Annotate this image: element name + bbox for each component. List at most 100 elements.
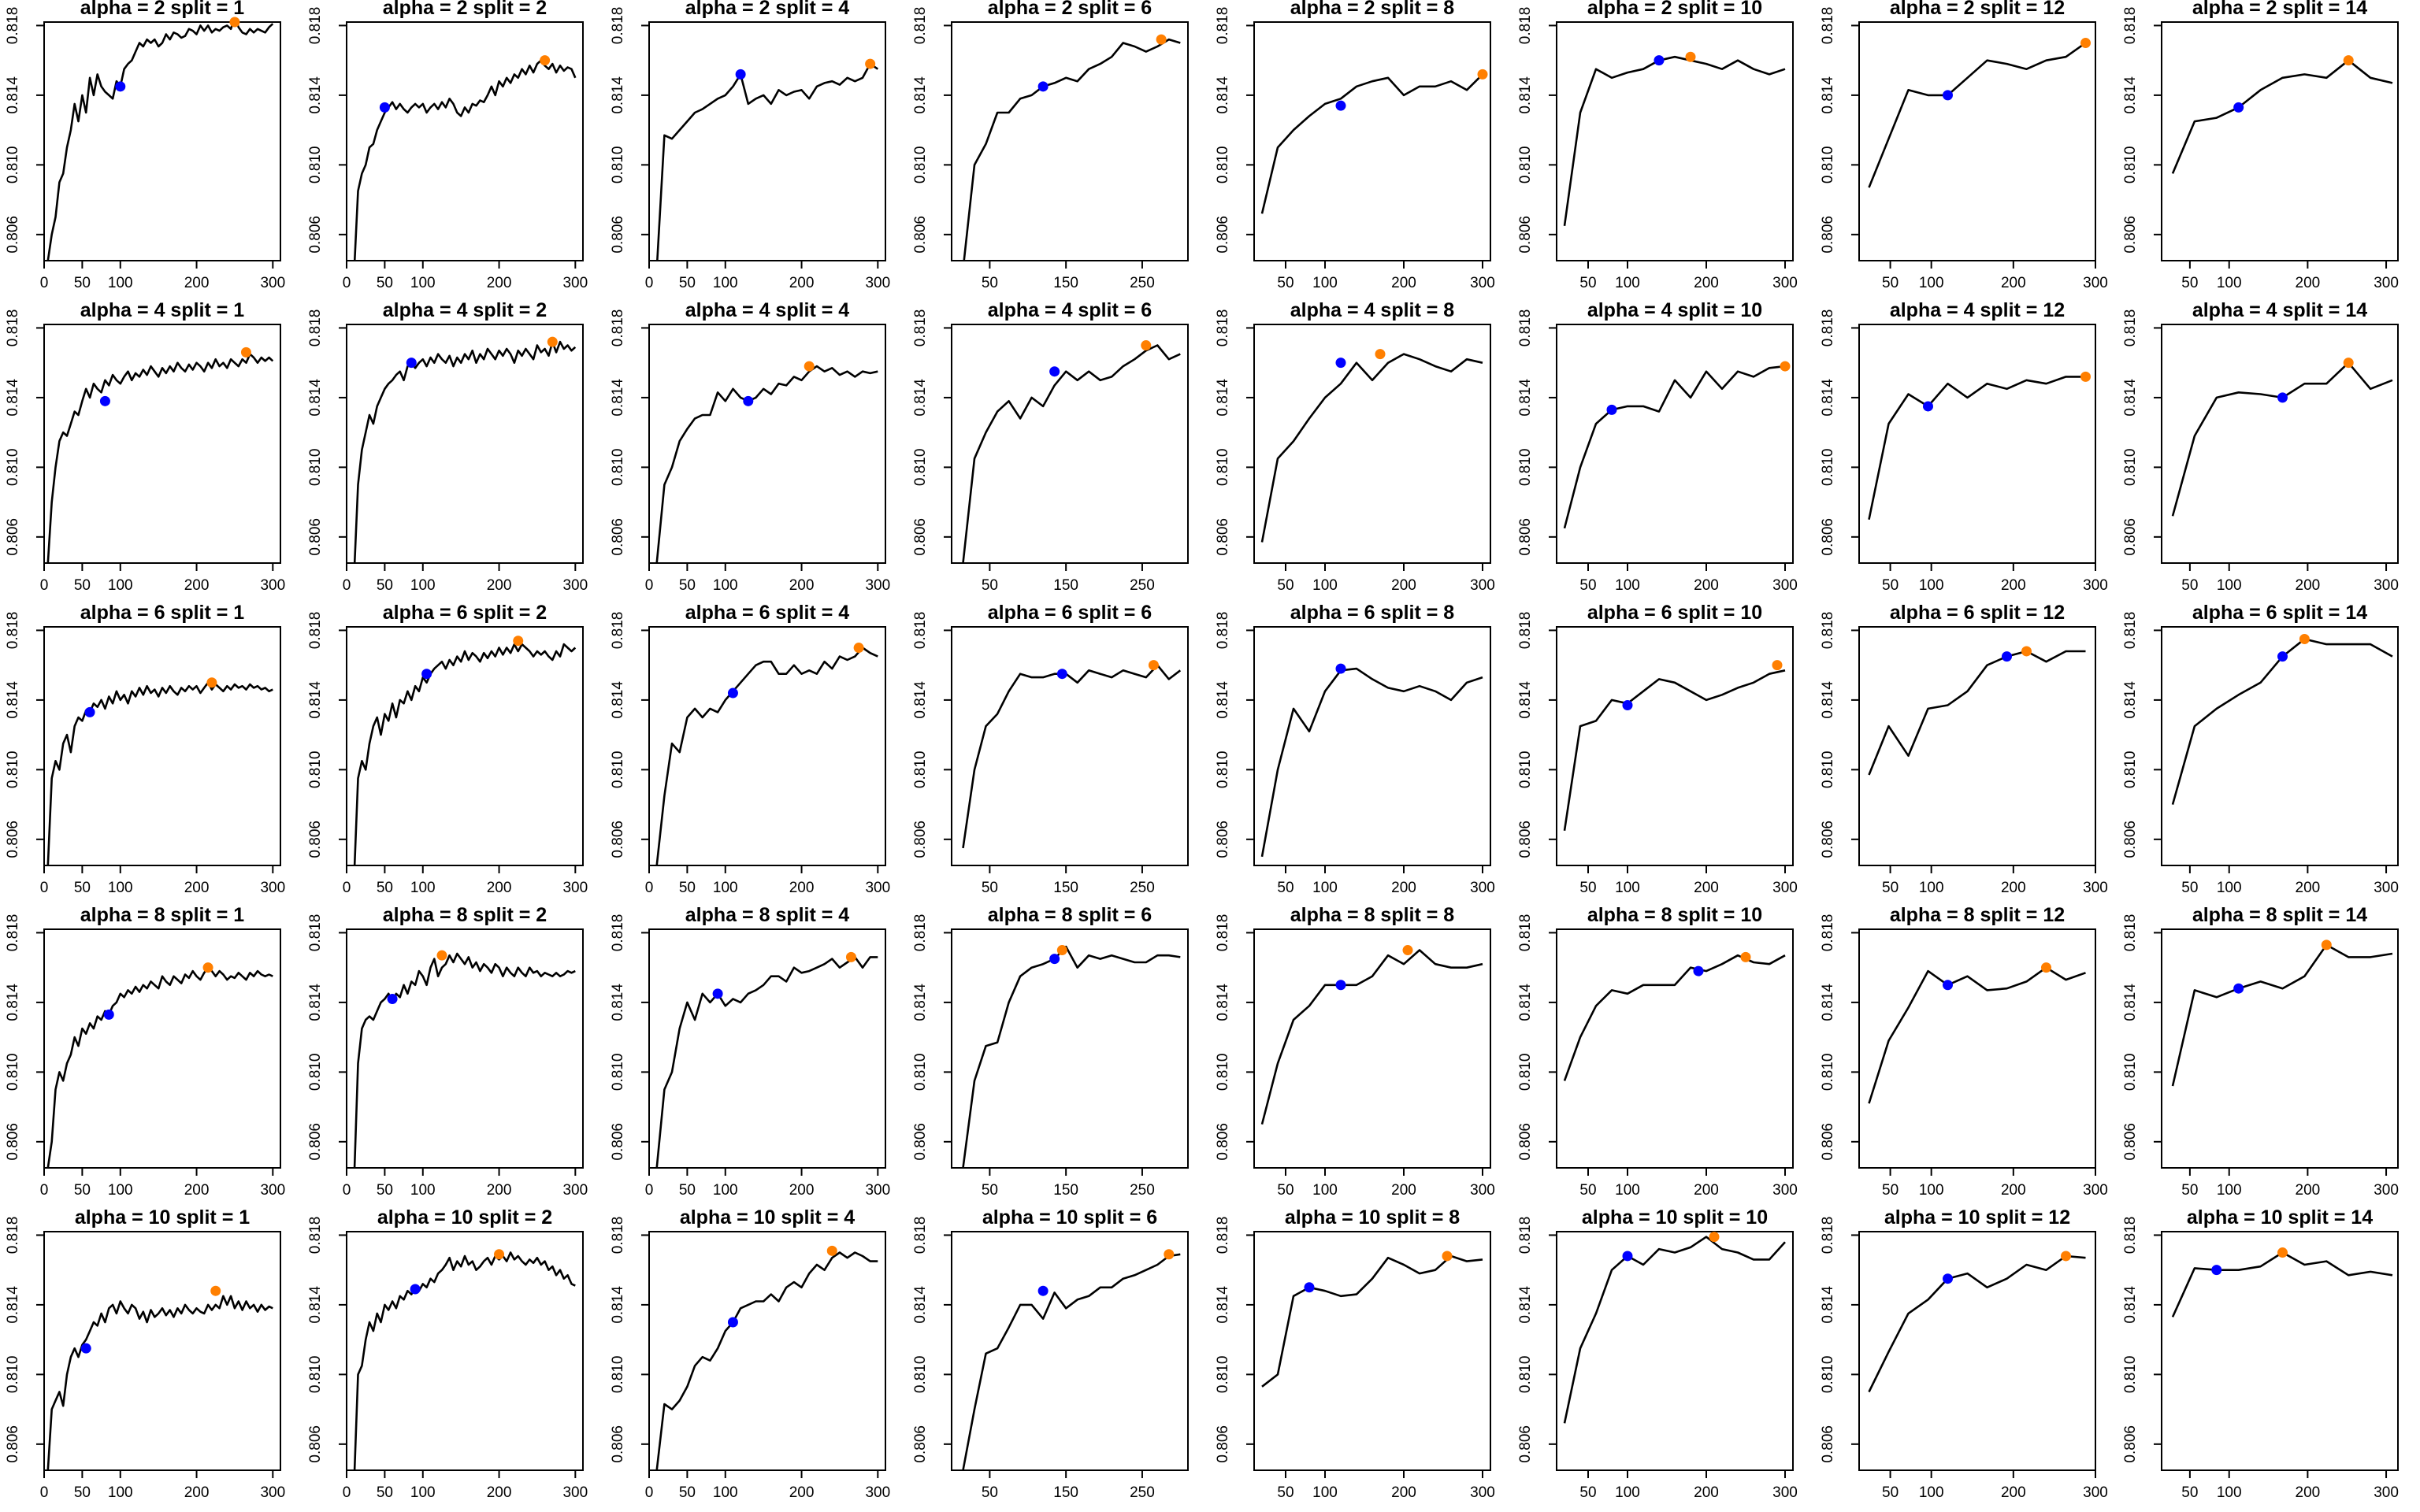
x-tick-label: 300 (2374, 275, 2399, 291)
y-tick-label: 0.814 (912, 1286, 929, 1324)
y-tick-label: 0.810 (1215, 1356, 1231, 1394)
x-tick-label: 50 (377, 1182, 393, 1199)
chart-panel: alpha = 8 split = 4 0.806 0.810 0.814 0.818 0… (605, 904, 908, 1210)
best-point-marker (202, 962, 213, 973)
y-tick-label: 0.806 (1517, 1425, 1534, 1463)
x-tick-label: 50 (377, 275, 393, 291)
x-tick-label: 150 (1053, 880, 1078, 896)
y-tick-label: 0.806 (1215, 821, 1231, 858)
y-tick-label: 0.806 (5, 1425, 21, 1463)
x-tick-label: 250 (1130, 577, 1155, 594)
x-tick-label: 0 (343, 1182, 351, 1199)
chart-svg: 0.806 0.810 0.814 0.818 0 50 100 200 300 (307, 914, 588, 1199)
y-tick-label: 0.814 (2122, 984, 2139, 1021)
y-tick-label: 0.814 (1517, 681, 1534, 719)
y-tick-label: 0.810 (307, 751, 324, 789)
chart-title: alpha = 10 split = 1 (74, 1206, 251, 1228)
x-tick-label: 100 (1312, 275, 1338, 291)
series-line (655, 647, 878, 865)
series-line (1563, 365, 1786, 529)
y-tick-label: 0.806 (5, 518, 21, 556)
chart-svg: 0.806 0.810 0.814 0.818 0 50 100 200 300 (610, 7, 890, 291)
plot-frame (346, 324, 584, 564)
selected-point-marker (1335, 358, 1346, 369)
chart-panel: alpha = 8 split = 12 0.806 0.810 0.814 0.818… (1815, 904, 2118, 1210)
series-line (962, 945, 1181, 1168)
plot-frame (951, 928, 1189, 1169)
x-tick-label: 100 (1312, 577, 1338, 594)
series-line (655, 956, 878, 1168)
y-tick-label: 0.810 (1215, 1054, 1231, 1091)
x-tick-label: 300 (1772, 577, 1798, 594)
series-line (46, 966, 273, 1168)
chart-panel: alpha = 8 split = 14 0.806 0.810 0.814 0.818… (2118, 904, 2420, 1210)
x-tick-label: 0 (40, 880, 49, 896)
x-tick-label: 300 (865, 1484, 890, 1501)
chart-panel: alpha = 2 split = 8 0.806 0.810 0.814 0.818 5… (1210, 0, 1512, 302)
x-tick-label: 0 (645, 577, 654, 594)
chart-svg: 0.806 0.810 0.814 0.818 50 100 200 300 (1820, 1217, 2108, 1501)
x-tick-label: 50 (982, 1484, 998, 1501)
chart-title: alpha = 6 split = 2 (382, 602, 547, 624)
y-tick-label: 0.814 (5, 984, 21, 1021)
y-tick-label: 0.818 (1215, 7, 1231, 45)
best-point-marker (2343, 55, 2354, 66)
chart-svg: 0.806 0.810 0.814 0.818 50 100 200 300 (1820, 7, 2108, 291)
y-tick-label: 0.818 (1820, 309, 1836, 347)
plot-frame (2161, 21, 2399, 261)
y-tick-label: 0.810 (1517, 1054, 1534, 1091)
y-tick-label: 0.818 (307, 1217, 324, 1254)
x-tick-label: 100 (1919, 577, 1944, 594)
y-tick-label: 0.806 (307, 1123, 324, 1161)
chart-title: alpha = 6 split = 14 (2192, 602, 2368, 624)
x-tick-label: 100 (108, 577, 133, 594)
chart-panel: alpha = 10 split = 14 0.806 0.810 0.814 0.81… (2118, 1206, 2420, 1512)
x-tick-label: 50 (74, 577, 91, 594)
y-tick-label: 0.818 (610, 1217, 626, 1254)
x-tick-label: 100 (108, 1182, 133, 1199)
y-tick-label: 0.814 (610, 1286, 626, 1324)
x-tick-label: 150 (1053, 1484, 1078, 1501)
best-point-marker (229, 17, 240, 28)
x-tick-label: 250 (1130, 1182, 1155, 1199)
series-line (1563, 1236, 1786, 1424)
x-tick-label: 50 (982, 275, 998, 291)
x-tick-label: 50 (74, 1484, 91, 1501)
x-tick-label: 200 (487, 577, 512, 594)
x-tick-label: 300 (1470, 880, 1495, 896)
plot-frame (43, 928, 281, 1169)
best-point-marker (240, 346, 251, 358)
chart-svg: 0.806 0.810 0.814 0.818 50 100 200 300 (2122, 612, 2399, 896)
x-tick-label: 50 (2181, 880, 2198, 896)
y-tick-label: 0.814 (1517, 984, 1534, 1021)
y-tick-label: 0.818 (1517, 612, 1534, 650)
selected-point-marker (1335, 100, 1346, 111)
y-tick-label: 0.814 (1517, 76, 1534, 114)
selected-point-marker (2277, 392, 2288, 403)
best-point-marker (1780, 361, 1791, 372)
x-tick-label: 300 (260, 577, 285, 594)
chart-svg: 0.806 0.810 0.814 0.818 50 100 200 300 (1517, 7, 1798, 291)
chart-svg: 0.806 0.810 0.814 0.818 0 50 100 200 300 (307, 309, 588, 594)
y-tick-label: 0.814 (610, 379, 626, 417)
selected-point-marker (1304, 1282, 1315, 1293)
x-tick-label: 100 (1312, 1182, 1338, 1199)
y-tick-label: 0.818 (1820, 7, 1836, 45)
chart-panel: alpha = 4 split = 10 0.806 0.810 0.814 0.818… (1512, 299, 1815, 605)
selected-point-marker (406, 358, 417, 369)
chart-svg: 0.806 0.810 0.814 0.818 0 50 100 200 300 (610, 612, 890, 896)
x-tick-label: 300 (260, 1182, 285, 1199)
x-tick-label: 100 (410, 880, 436, 896)
selected-point-marker (1049, 366, 1060, 377)
x-tick-label: 100 (1615, 1484, 1640, 1501)
y-tick-label: 0.806 (912, 216, 929, 254)
x-tick-label: 200 (1391, 1182, 1416, 1199)
series-line (353, 59, 577, 261)
chart-svg: 0.806 0.810 0.814 0.818 0 50 100 200 300 (610, 309, 890, 594)
y-tick-label: 0.818 (1215, 1217, 1231, 1254)
chart-panel: alpha = 4 split = 8 0.806 0.810 0.814 0.818 5… (1210, 299, 1512, 605)
x-tick-label: 0 (40, 275, 49, 291)
selected-point-marker (735, 69, 746, 80)
y-tick-label: 0.818 (1215, 612, 1231, 650)
